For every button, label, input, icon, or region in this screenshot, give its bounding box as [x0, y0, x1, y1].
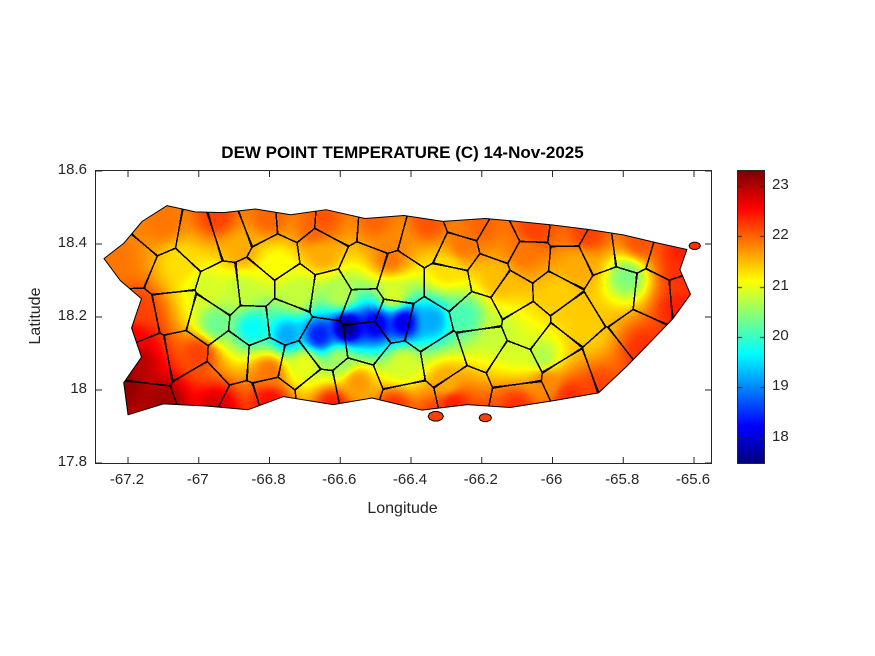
colorbar-canvas [738, 171, 764, 463]
colorbar-tick-label: 21 [772, 276, 789, 294]
x-tick-label: -67.2 [109, 471, 145, 488]
x-tick-label: -67 [186, 471, 209, 488]
x-tick-label: -66.6 [322, 471, 357, 488]
x-tick-label: -65.8 [605, 471, 640, 488]
x-axis-label: Longitude [367, 500, 438, 517]
y-tick-label: 17.8 [57, 453, 87, 470]
colorbar-tick-label: 20 [772, 327, 789, 345]
colorbar-tick-label: 23 [772, 176, 789, 194]
chart-title: DEW POINT TEMPERATURE (C) 14-Nov-2025 [221, 143, 584, 162]
colorbar [737, 170, 765, 464]
x-tick-label: -65.6 [675, 471, 711, 488]
x-tick-label: -66.4 [392, 471, 428, 488]
heatmap-canvas [96, 171, 711, 463]
colorbar-tick-label: 22 [772, 226, 789, 244]
y-tick-label: 18.2 [57, 307, 87, 324]
y-tick-label: 18 [70, 380, 87, 397]
colorbar-tick-label: 19 [772, 377, 789, 395]
colorbar-tick-label: 18 [772, 427, 789, 445]
x-tick-label: -66.8 [251, 471, 286, 488]
x-tick-label: -66.2 [463, 471, 498, 488]
plot-area [95, 170, 712, 464]
x-tick-label: -66 [540, 471, 563, 488]
y-tick-label: 18.6 [57, 161, 87, 178]
y-tick-label: 18.4 [57, 234, 87, 251]
